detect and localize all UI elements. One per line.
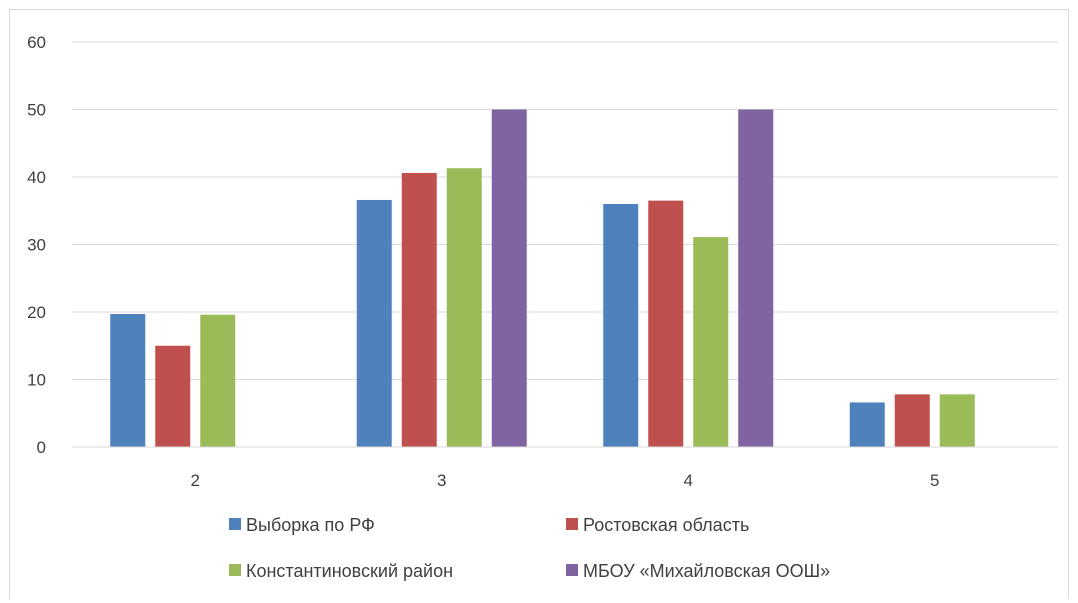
y-tick-label: 60: [27, 33, 46, 52]
y-tick-label: 10: [27, 371, 46, 390]
bar-3-2: [200, 314, 236, 447]
legend-item: МБОУ «Михайловская ООШ»: [566, 561, 830, 581]
bar-1-2: [110, 314, 146, 447]
bar-3-4: [693, 237, 729, 447]
gridlines: [72, 41, 1058, 380]
legend-label: МБОУ «Михайловская ООШ»: [583, 561, 830, 581]
legend-swatch: [566, 564, 578, 576]
bar-2-5: [894, 394, 930, 447]
legend: Выборка по РФ Ростовская область Константи…: [229, 515, 830, 581]
y-tick-label: 0: [37, 438, 46, 457]
y-tick-label: 40: [27, 168, 46, 187]
x-tick-label: 5: [930, 471, 939, 490]
legend-swatch: [566, 518, 578, 530]
legend-label: Константиновский район: [246, 561, 453, 581]
x-tick-label: 4: [684, 471, 693, 490]
bar-2-2: [155, 345, 191, 447]
bar-3-5: [939, 394, 975, 447]
legend-swatch: [229, 564, 241, 576]
bar-1-3: [356, 199, 392, 447]
legend-item: Ростовская область: [566, 515, 749, 535]
legend-item: Константиновский район: [229, 561, 453, 581]
y-tick-label: 50: [27, 101, 46, 120]
y-tick-label: 20: [27, 303, 46, 322]
bar-1-4: [603, 204, 639, 447]
bars: [110, 109, 975, 447]
bar-2-4: [648, 200, 684, 447]
legend-label: Ростовская область: [583, 515, 749, 535]
bar-3-3: [446, 168, 482, 447]
x-tick-label: 3: [437, 471, 446, 490]
legend-label: Выборка по РФ: [246, 515, 375, 535]
bar-4-4: [738, 109, 774, 447]
chart-frame: [9, 9, 1069, 599]
y-tick-label: 30: [27, 236, 46, 255]
bar-2-3: [401, 172, 437, 447]
bar-4-3: [491, 109, 527, 447]
bar-1-5: [849, 402, 885, 447]
y-axis-tick-labels: 0 10 20 30 40 50 60: [27, 33, 46, 457]
x-tick-label: 2: [191, 471, 200, 490]
x-axis: 2 3 4 5: [72, 446, 1058, 490]
legend-item: Выборка по РФ: [229, 515, 375, 535]
legend-swatch: [229, 518, 241, 530]
